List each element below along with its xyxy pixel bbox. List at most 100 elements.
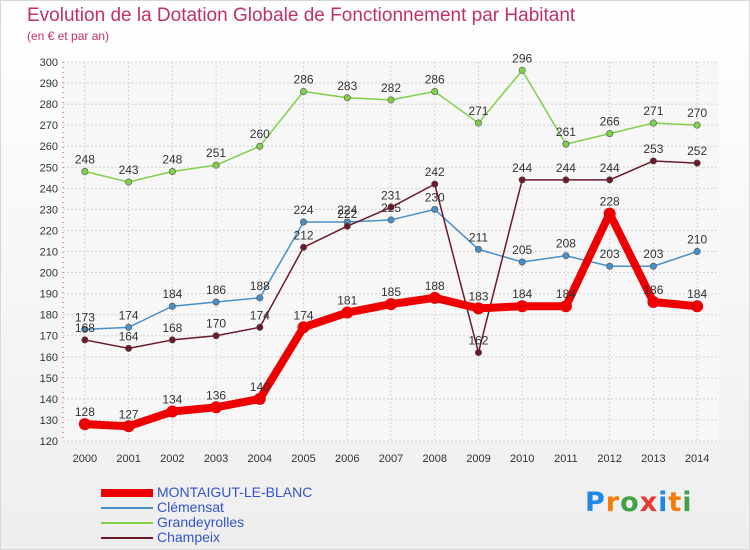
data-point — [562, 140, 570, 148]
data-label: 186 — [206, 283, 226, 297]
data-point — [428, 291, 441, 304]
data-point — [385, 298, 397, 311]
y-tick-label: 250 — [40, 162, 58, 174]
data-point — [562, 176, 570, 184]
x-tick-label: 2004 — [248, 453, 272, 465]
data-label: 248 — [75, 152, 95, 166]
data-label: 188 — [250, 279, 270, 293]
x-tick-label: 2013 — [641, 453, 665, 465]
data-point — [472, 302, 485, 315]
y-tick-label: 260 — [40, 141, 58, 153]
y-tick-label: 150 — [40, 373, 58, 385]
data-label: 270 — [687, 106, 707, 120]
data-point — [649, 157, 657, 165]
data-point — [122, 420, 135, 433]
data-label: 188 — [425, 279, 445, 293]
data-label: 248 — [162, 152, 182, 166]
data-label: 136 — [206, 388, 226, 402]
data-point — [81, 325, 89, 333]
data-point — [168, 302, 176, 310]
data-point — [166, 405, 179, 418]
data-point — [647, 296, 660, 309]
chart-title: Evolution de la Dotation Globale de Fonc… — [27, 5, 576, 26]
y-tick-label: 120 — [40, 436, 58, 448]
data-label: 244 — [556, 161, 576, 175]
y-tick-label: 130 — [40, 415, 58, 427]
proxiti-logo: Proxiti — [585, 487, 693, 518]
data-point — [606, 176, 614, 184]
data-label: 271 — [468, 104, 488, 118]
data-label: 244 — [600, 161, 620, 175]
logo-letter: P — [585, 487, 606, 518]
data-label: 286 — [425, 72, 445, 86]
y-tick-label: 170 — [40, 331, 58, 343]
y-tick-label: 300 — [40, 57, 58, 69]
data-label: 244 — [512, 161, 532, 175]
data-point — [431, 87, 439, 95]
data-label: 168 — [75, 321, 95, 335]
data-label: 162 — [468, 334, 488, 348]
data-point — [693, 159, 701, 167]
data-label: 212 — [294, 228, 314, 242]
data-label: 185 — [381, 285, 401, 299]
data-point — [256, 294, 264, 302]
data-point — [300, 243, 308, 251]
data-point — [474, 245, 482, 253]
logo-letter: i — [658, 487, 669, 518]
x-tick-label: 2010 — [510, 453, 534, 465]
data-label: 134 — [162, 393, 182, 407]
data-label: 203 — [600, 247, 620, 261]
data-label: 271 — [643, 104, 663, 118]
data-point — [256, 323, 264, 331]
data-point — [341, 306, 354, 319]
legend-swatch-grandeyrolles — [101, 522, 153, 524]
y-tick-label: 220 — [40, 225, 58, 237]
legend-label-grandeyrolles: Grandeyrolles — [157, 514, 245, 530]
data-label: 296 — [512, 51, 532, 65]
y-tick-label: 280 — [40, 99, 58, 111]
data-point — [212, 298, 220, 306]
legend-swatch-montaigut — [101, 489, 153, 497]
x-tick-label: 2014 — [685, 453, 709, 465]
data-label: 184 — [687, 287, 707, 301]
data-point — [474, 119, 482, 127]
data-label: 205 — [512, 243, 532, 257]
logo-letter: i — [682, 487, 693, 518]
data-label: 222 — [337, 207, 357, 221]
logo-letter: t — [668, 487, 683, 518]
y-tick-label: 230 — [40, 204, 58, 216]
y-tick-label: 290 — [40, 78, 58, 90]
data-label: 208 — [556, 237, 576, 251]
y-tick-label: 180 — [40, 310, 58, 322]
data-label: 282 — [381, 81, 401, 95]
x-tick-label: 2003 — [204, 453, 228, 465]
data-point — [343, 222, 351, 230]
legend-swatch-champeix — [101, 537, 153, 539]
data-point — [518, 176, 526, 184]
data-label: 164 — [119, 329, 139, 343]
data-label: 224 — [294, 203, 314, 217]
x-tick-label: 2005 — [291, 453, 315, 465]
data-point — [125, 323, 133, 331]
data-point — [343, 94, 351, 102]
data-label: 252 — [687, 144, 707, 158]
data-point — [300, 218, 308, 226]
data-point — [81, 167, 89, 175]
x-tick-label: 2000 — [73, 453, 97, 465]
data-point — [431, 180, 439, 188]
y-tick-label: 200 — [40, 268, 58, 280]
data-label: 266 — [600, 115, 620, 129]
data-label: 203 — [643, 247, 663, 261]
data-point — [78, 418, 91, 431]
data-point — [606, 130, 614, 138]
data-label: 211 — [469, 230, 488, 244]
x-tick-label: 2006 — [335, 453, 359, 465]
data-label: 243 — [119, 163, 139, 177]
data-point — [606, 262, 614, 270]
data-label: 184 — [162, 287, 182, 301]
data-point — [212, 161, 220, 169]
data-point — [81, 336, 89, 344]
data-point — [168, 167, 176, 175]
y-tick-label: 210 — [40, 247, 58, 259]
data-point — [559, 300, 572, 313]
